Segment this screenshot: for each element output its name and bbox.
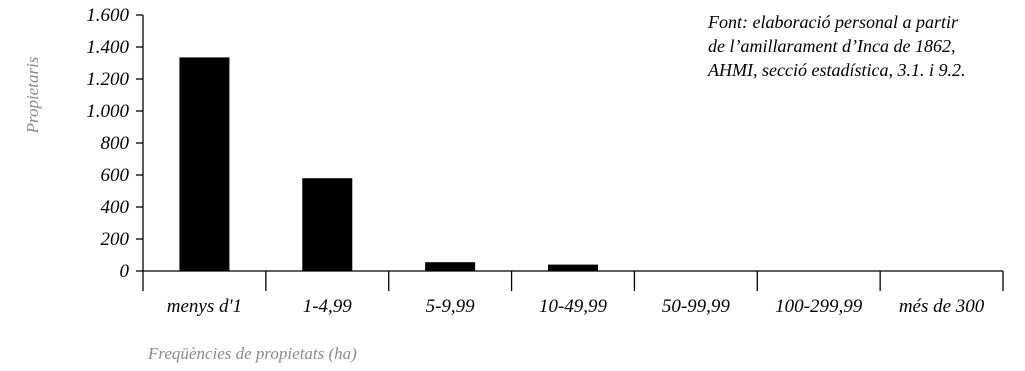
y-tick-label: 600 (101, 165, 130, 186)
source-line-3: AHMI, secció estadística, 3.1. i 9.2. (708, 60, 966, 80)
source-line-1: Font: elaboració personal a partir (708, 12, 958, 32)
y-tick-label: 400 (101, 197, 130, 218)
y-axis: 0 200 400 600 800 1.000 1.200 1.400 1.600 (86, 5, 144, 282)
x-axis (142, 270, 1004, 291)
y-tick-label: 200 (101, 229, 130, 250)
category-label: 50-99,99 (662, 296, 731, 317)
y-axis-label: Propietaris (23, 56, 42, 134)
bar (548, 264, 598, 271)
category-labels: menys d'1 1-4,99 5-9,99 10-49,99 50-99,99 100… (167, 296, 985, 317)
bar (179, 57, 230, 272)
category-label: més de 300 (899, 296, 985, 317)
y-tick-label: 0 (120, 261, 130, 282)
category-label: menys d'1 (167, 296, 242, 317)
source-note: Font: elaboració personal a partir de l’… (708, 10, 1018, 82)
y-tick-label: 1.200 (86, 69, 129, 90)
source-line-2: de l’amillarament d’Inca de 1862, (708, 36, 956, 56)
category-label: 100-299,99 (775, 296, 863, 317)
category-label: 10-49,99 (539, 296, 608, 317)
bar (425, 262, 476, 271)
bars (179, 57, 598, 272)
y-tick-label: 1.400 (86, 37, 129, 58)
category-label: 5-9,99 (426, 296, 476, 317)
y-tick-label: 800 (101, 133, 130, 154)
category-label: 1-4,99 (303, 296, 353, 317)
bar (302, 178, 353, 271)
y-tick-label: 1.600 (86, 5, 129, 26)
y-tick-label: 1.000 (86, 101, 129, 122)
x-axis-label: Freqüències de propietats (ha) (147, 344, 357, 363)
